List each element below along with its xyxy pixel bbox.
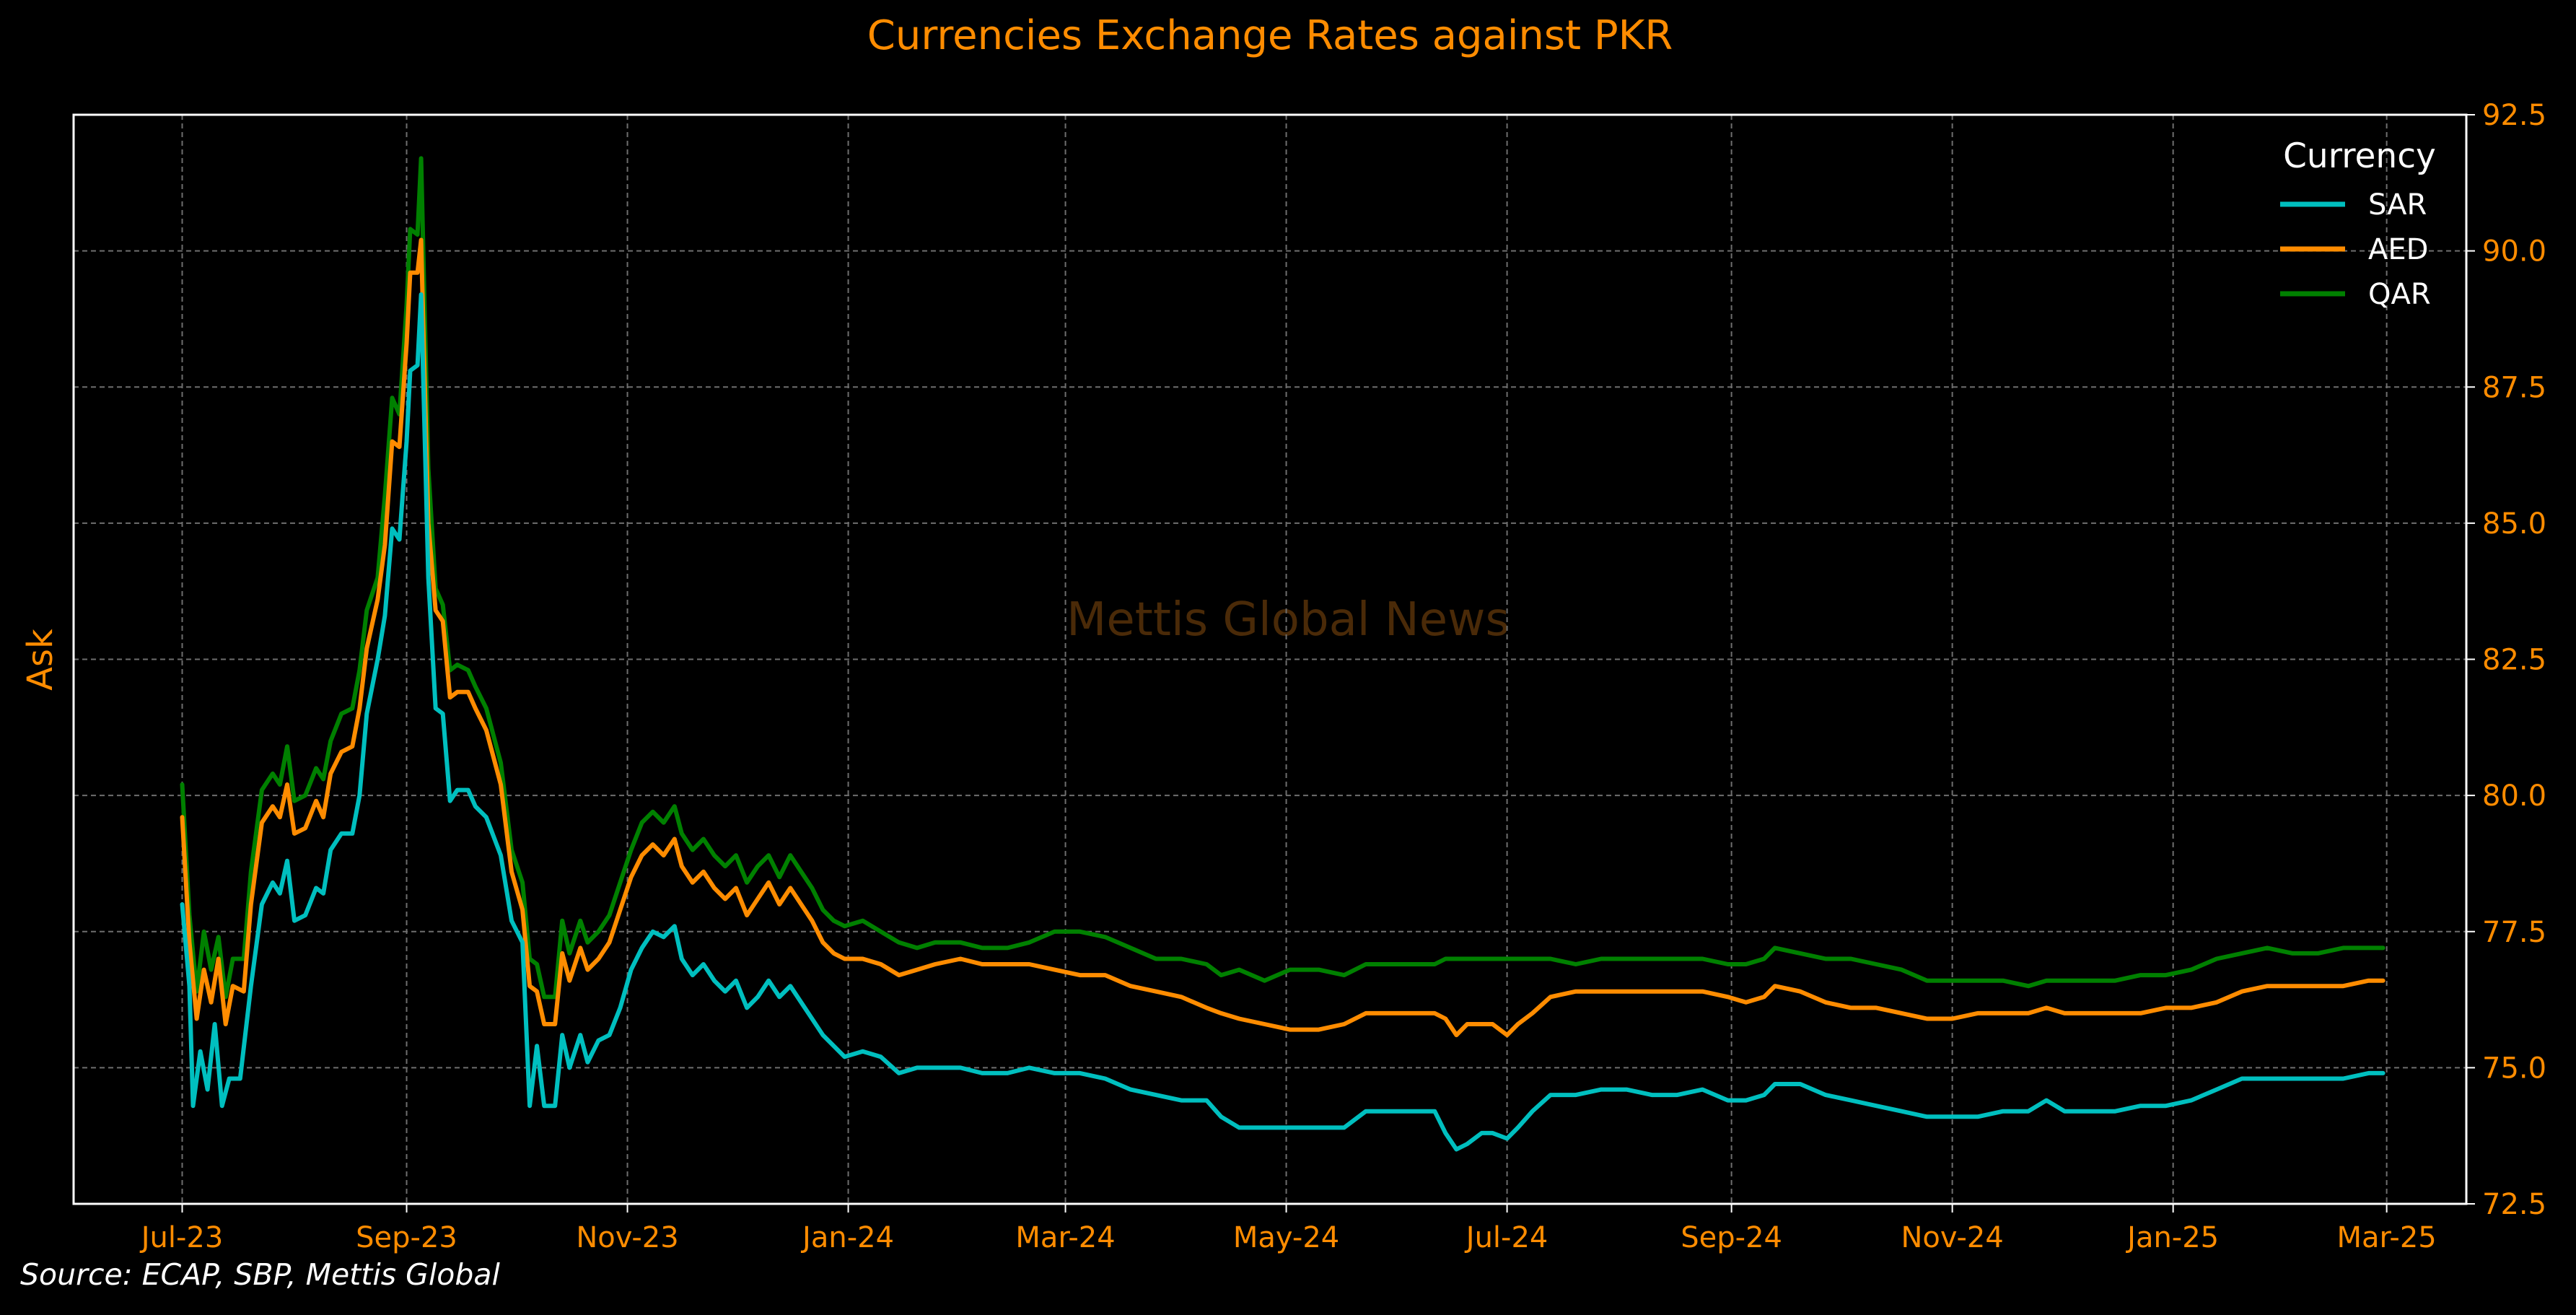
x-tick-label: Nov-23 <box>576 1221 678 1254</box>
series-lines <box>180 156 2386 1152</box>
x-tick-label: Jan-25 <box>2125 1221 2219 1254</box>
x-tick-label: May-24 <box>1233 1221 1339 1254</box>
series-line-aed <box>180 237 2386 1038</box>
y-axis: 72.5 75.0 77.5 80.0 82.5 85.0 87.5 90.0 92.5 <box>2466 99 2546 1221</box>
y-tick-label: 90.0 <box>2482 235 2546 268</box>
legend-title: Currency <box>2283 136 2436 176</box>
series-line-sar <box>180 292 2386 1152</box>
legend: Currency SAR AED QAR <box>2280 136 2436 311</box>
series-line-qar <box>180 156 2386 1000</box>
legend-label-aed: AED <box>2368 233 2428 266</box>
chart-title: Currencies Exchange Rates against PKR <box>867 12 1673 59</box>
y-tick-label: 75.0 <box>2482 1052 2546 1085</box>
y-tick-label: 87.5 <box>2482 371 2546 404</box>
x-tick-label: Sep-24 <box>1681 1221 1782 1254</box>
legend-label-sar: SAR <box>2368 188 2427 222</box>
source-note: Source: ECAP, SBP, Mettis Global <box>20 1257 500 1292</box>
x-tick-label: Jan-24 <box>800 1221 894 1254</box>
x-tick-label: Jul-23 <box>139 1221 224 1254</box>
x-tick-label: Sep-23 <box>356 1221 457 1254</box>
y-tick-label: 82.5 <box>2482 644 2546 677</box>
y-tick-label: 92.5 <box>2482 99 2546 132</box>
watermark: Mettis Global News <box>1066 593 1510 647</box>
y-tick-label: 80.0 <box>2482 779 2546 813</box>
x-tick-label: Mar-25 <box>2337 1221 2437 1254</box>
y-tick-label: 77.5 <box>2482 916 2546 949</box>
x-axis: Jul-23 Sep-23 Nov-23 Jan-24 Mar-24 May-24 Jul-… <box>139 1204 2437 1254</box>
y-tick-label: 85.0 <box>2482 507 2546 541</box>
x-tick-label: Jul-24 <box>1464 1221 1548 1254</box>
y-axis-label: Ask <box>20 629 61 691</box>
x-tick-label: Mar-24 <box>1015 1221 1115 1254</box>
y-tick-label: 72.5 <box>2482 1188 2546 1221</box>
x-tick-label: Nov-24 <box>1901 1221 2003 1254</box>
legend-label-qar: QAR <box>2368 278 2431 311</box>
